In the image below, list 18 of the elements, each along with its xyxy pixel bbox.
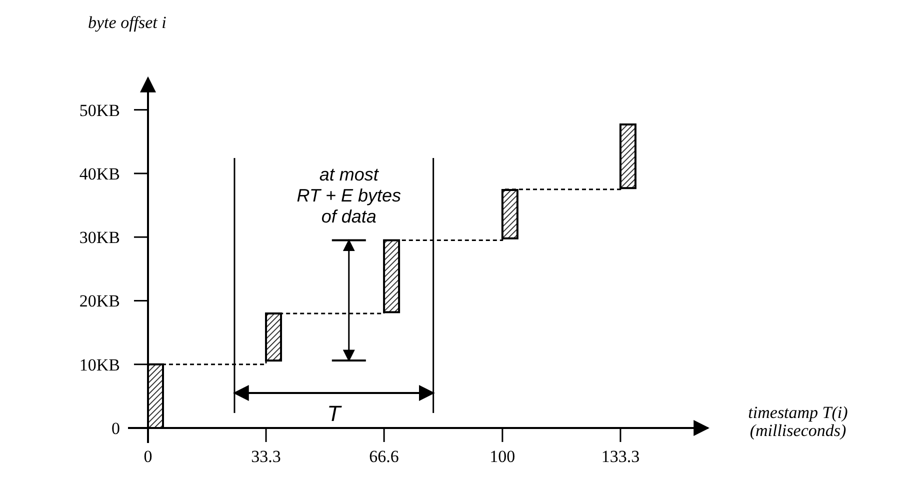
y-axis-title: byte offset i [88, 13, 167, 32]
bar [383, 239, 400, 314]
bar [265, 312, 282, 362]
y-tick-label: 0 [112, 418, 120, 438]
x-tick-label: 133.3 [601, 447, 640, 466]
y-tick-label: 50KB [79, 100, 120, 120]
x-tick-label: 100 [490, 447, 516, 466]
x-tick-label: 33.3 [251, 447, 281, 466]
bar [501, 189, 518, 240]
annotation: at most RT + E bytes of data [296, 164, 402, 226]
y-tick-label: 20KB [79, 292, 120, 311]
y-tick-label: 10KB [79, 355, 120, 374]
x-axis-title: timestamp T(i) (milliseconds) [748, 403, 848, 440]
y-tick-label: 30KB [79, 228, 120, 248]
y-tick-label: 40KB [79, 164, 120, 184]
x-tick-label: 66.6 [369, 447, 399, 466]
annotation: T [327, 401, 342, 426]
x-tick-label: 0 [144, 447, 152, 466]
